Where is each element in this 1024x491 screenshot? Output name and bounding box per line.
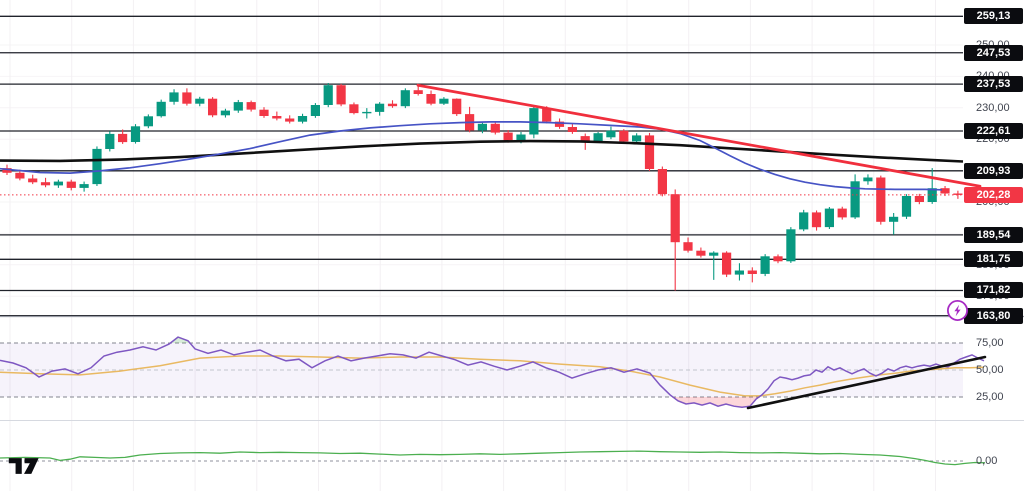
lightning-boost-icon[interactable] [946, 299, 969, 322]
price-level-badge: 259,13 [964, 8, 1023, 25]
rsi-tick-label: 25,00 [976, 391, 1004, 403]
ma-slow-line [0, 139, 964, 163]
price-level-badge: 209,93 [964, 162, 1023, 179]
ma-fast-line [0, 121, 943, 191]
rsi-trendline [746, 355, 987, 410]
grid-lines [0, 0, 963, 491]
support-resistance-lines [0, 15, 963, 317]
rsi-ma-line [0, 355, 985, 397]
momentum-pane [0, 450, 986, 466]
candles [2, 82, 963, 291]
rsi-oversold-fill [672, 397, 759, 408]
price-level-badge: 222,61 [964, 123, 1023, 139]
rsi-tick-label: 75,00 [976, 337, 1004, 349]
current-price-badge: 202,28 [964, 186, 1023, 203]
logo-glyph-seven [24, 458, 39, 474]
logo-glyph-one [8, 458, 22, 474]
price-level-badge: 247,53 [964, 44, 1023, 61]
lightning-bolt-glyph [954, 304, 961, 317]
price-level-badge: 237,53 [964, 76, 1023, 93]
price-scale[interactable]: 250,00240,00230,00220,00200,00180,00170,… [963, 0, 1024, 491]
tradingview-logo[interactable] [8, 457, 40, 475]
price-level-badge: 163,80 [964, 307, 1023, 324]
momentum-line [0, 450, 986, 466]
price-level-badge: 171,82 [964, 282, 1023, 299]
rsi-line [0, 336, 985, 409]
price-level-badge: 189,54 [964, 226, 1023, 243]
rsi-overbought-fill [170, 337, 190, 343]
momentum-zero-tick-label: 0,00 [976, 455, 998, 467]
pane-separators [0, 315, 1024, 421]
rsi-band [0, 343, 963, 397]
rsi-pane [0, 336, 987, 410]
rsi-tick-label: 50,00 [976, 364, 1004, 376]
trendline-resistance [416, 83, 982, 188]
price-level-badge: 181,75 [964, 251, 1023, 268]
price-tick-label: 230,00 [976, 101, 1010, 114]
